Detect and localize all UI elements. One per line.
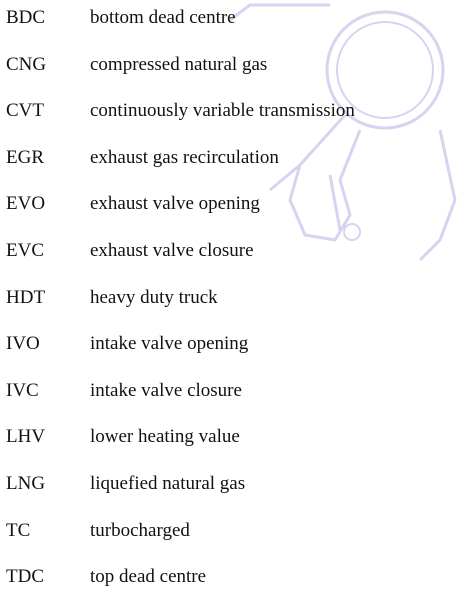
definition: exhaust gas recirculation (90, 146, 279, 170)
definition: compressed natural gas (90, 53, 267, 77)
abbreviation: EVO (6, 192, 45, 216)
abbreviation: TC (6, 519, 30, 543)
definition: intake valve closure (90, 379, 242, 403)
definition: exhaust valve opening (90, 192, 260, 216)
definition: intake valve opening (90, 332, 248, 356)
definition: continuously variable transmission (90, 99, 355, 123)
definition: turbocharged (90, 519, 190, 543)
abbreviation: IVO (6, 332, 40, 356)
page: {"abbreviations": [ {"abbr": "BDC", "def… (0, 0, 465, 597)
definition: lower heating value (90, 425, 240, 449)
abbreviation: LHV (6, 425, 45, 449)
abbreviation: EVC (6, 239, 44, 263)
definition: exhaust valve closure (90, 239, 254, 263)
definition: top dead centre (90, 565, 206, 589)
abbreviation: CNG (6, 53, 46, 77)
abbreviation: HDT (6, 286, 45, 310)
abbreviation-list: BDC bottom dead centre CNG compressed natur… (0, 0, 465, 597)
abbreviation: BDC (6, 6, 45, 30)
definition: heavy duty truck (90, 286, 218, 310)
abbreviation: IVC (6, 379, 39, 403)
abbreviation: TDC (6, 565, 44, 589)
definition: liquefied natural gas (90, 472, 245, 496)
abbreviation: LNG (6, 472, 45, 496)
abbreviation: EGR (6, 146, 44, 170)
definition: bottom dead centre (90, 6, 236, 30)
abbreviation: CVT (6, 99, 44, 123)
